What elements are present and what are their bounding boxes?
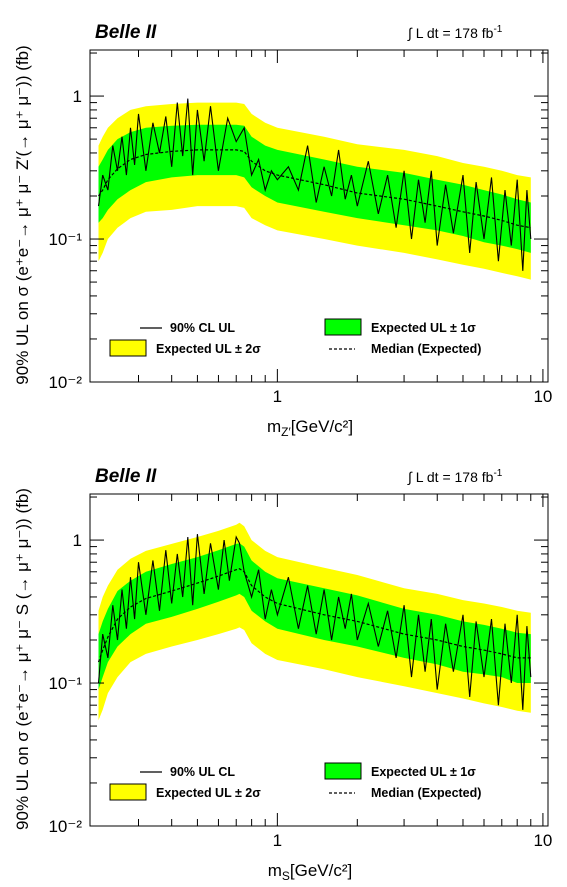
observed-ul-line: [97, 534, 532, 710]
legend-label: Median (Expected): [371, 786, 481, 800]
luminosity-label: ∫ L dt = 178 fb-1: [407, 468, 503, 485]
legend-swatch: [324, 318, 362, 336]
y-tick-label: 10⁻²: [48, 817, 82, 836]
legend-swatch: [109, 339, 147, 357]
legend-label: Expected UL ± 1σ: [371, 765, 476, 779]
y-tick-label: 10⁻¹: [48, 674, 82, 693]
experiment-label: Belle II: [95, 466, 157, 487]
legend-label: 90% CL UL: [170, 321, 235, 335]
y-tick-label: 1: [73, 531, 82, 550]
legend-swatch: [324, 762, 362, 780]
legend-entry-pm2: Expected UL ± 2σ: [109, 339, 261, 357]
y-tick-label: 10⁻²: [48, 373, 82, 392]
legend-entry-pm1: Expected UL ± 1σ: [324, 762, 476, 780]
legend-label: 90% UL CL: [170, 765, 235, 779]
x-axis-title: mS[GeV/c²]: [268, 861, 353, 883]
legend-label: Expected UL ± 1σ: [371, 321, 476, 335]
median-expected-line: [98, 149, 531, 229]
y-axis-title: 90% UL on σ (e⁺e⁻→ μ⁺ μ⁻ S (→ μ⁺ μ⁻)) (f…: [13, 488, 32, 830]
legend-entry-pm2: Expected UL ± 2σ: [109, 783, 261, 801]
legend-label: Expected UL ± 2σ: [156, 786, 261, 800]
x-tick-label: 10: [533, 831, 552, 850]
plot-border: [89, 49, 549, 383]
luminosity-exponent: -1: [493, 468, 502, 479]
plot-border: [89, 493, 549, 827]
x-tick-label: 10: [533, 387, 552, 406]
legend-swatch: [109, 783, 147, 801]
legend-entry-median: Median (Expected): [329, 342, 481, 356]
observed-ul-line: [97, 98, 532, 271]
y-tick-label: 1: [73, 87, 82, 106]
legend-entry-median: Median (Expected): [329, 786, 481, 800]
legend-entry-pm1: Expected UL ± 1σ: [324, 318, 476, 336]
luminosity-label: ∫ L dt = 178 fb-1: [407, 24, 503, 41]
x-tick-label: 1: [273, 831, 282, 850]
y-tick-label: 10⁻¹: [48, 230, 82, 249]
x-axis-title: mZ′[GeV/c²]: [267, 417, 353, 439]
legend-entry-observed: 90% CL UL: [140, 321, 235, 335]
chart-panel-scalar: 1 10 10⁻² 10⁻¹ 1 Belle II ∫ L dt = 178 fb-1 90%…: [13, 466, 552, 883]
y-axis-title: 90% UL on σ (e⁺e⁻→ μ⁺ μ⁻ Z′(→ μ⁺ μ⁻)) (f…: [13, 45, 32, 384]
legend-entry-observed: 90% UL CL: [140, 765, 235, 779]
x-tick-label: 1: [273, 387, 282, 406]
luminosity-exponent: -1: [493, 24, 502, 35]
chart-panel-zprime: 1 10 10⁻² 10⁻¹ 1 Belle II ∫ L dt = 178 fb-1 90%…: [13, 22, 552, 439]
legend-label: Median (Expected): [371, 342, 481, 356]
legend-label: Expected UL ± 2σ: [156, 342, 261, 356]
experiment-label: Belle II: [95, 22, 157, 43]
